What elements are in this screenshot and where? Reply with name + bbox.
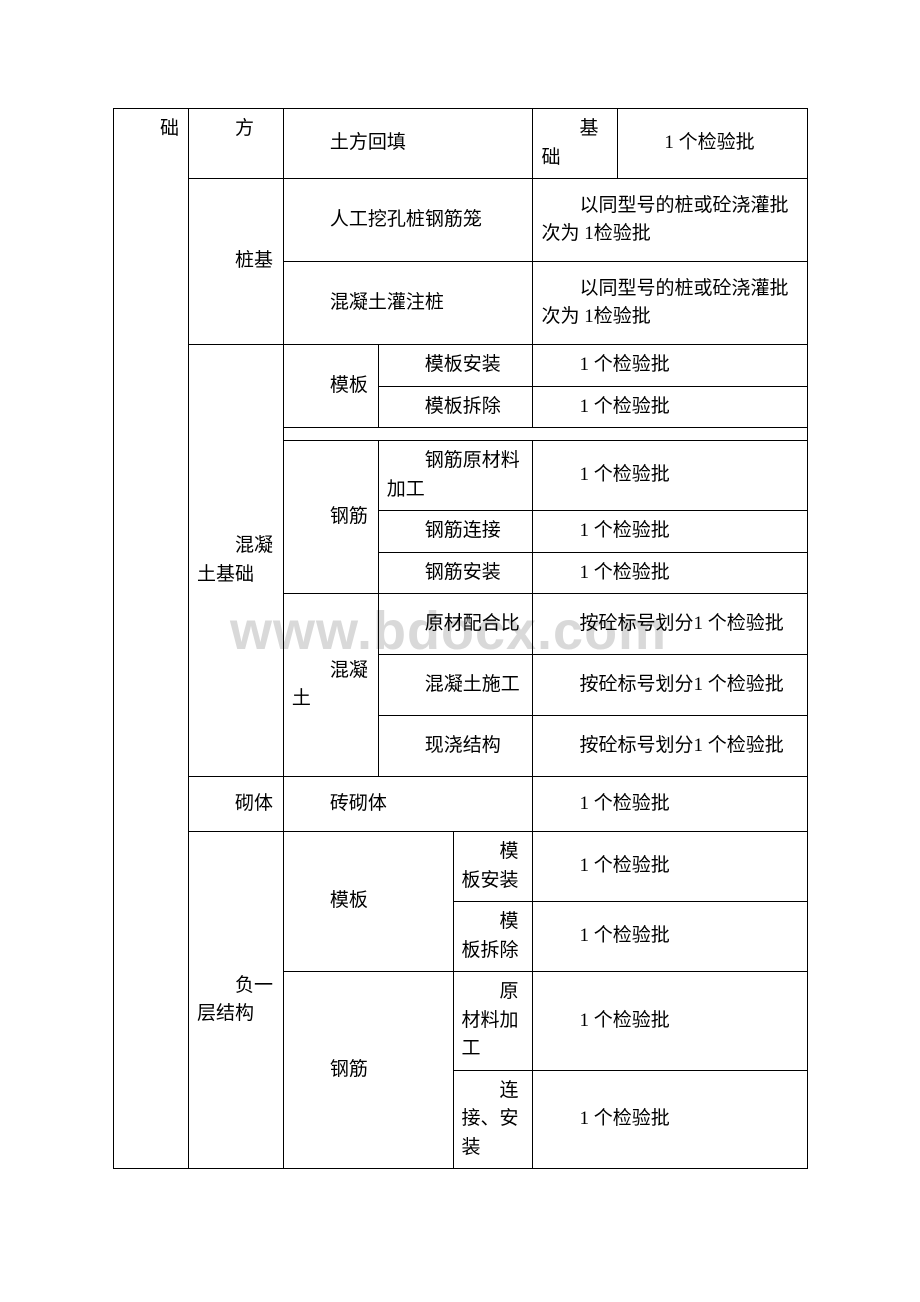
cell-jianyanpi-3: 1 个检验批 — [533, 386, 808, 428]
cell-jianyanpi-5: 1 个检验批 — [533, 511, 808, 553]
cell-jichu: 基础 — [533, 109, 618, 179]
cell-jianyanpi-2: 1 个检验批 — [533, 345, 808, 387]
cell-yitonghao-2: 以同型号的桩或砼浇灌批次为 1检验批 — [533, 262, 808, 345]
cell-jianyanpi-9: 1 个检验批 — [533, 902, 808, 972]
document-page: www.bdocx.com 础 方 土方回填 基础 1 个检验批 桩基 人工挖孔… — [0, 0, 920, 1302]
cell-qiti: 砌体 — [188, 777, 283, 832]
cell-yuancailiao-jiagong: 原材料加工 — [453, 972, 533, 1071]
cell-hunningtu-jichu: 混凝土基础 — [188, 345, 283, 777]
cell-spacer — [283, 428, 807, 441]
cell-guanzhu: 混凝土灌注桩 — [283, 262, 533, 345]
cell-chu: 础 — [114, 109, 189, 1169]
cell-moban-2: 模板 — [283, 832, 453, 972]
cell-moban: 模板 — [283, 345, 378, 428]
cell-fang: 方 — [188, 109, 283, 179]
cell-jianyanpi-8: 1 个检验批 — [533, 832, 808, 902]
cell-antong-1: 按砼标号划分1 个检验批 — [533, 594, 808, 655]
cell-hunningtu: 混凝土 — [283, 594, 378, 777]
cell-jianyanpi-1: 1 个检验批 — [618, 109, 808, 179]
cell-xianjiao: 现浇结构 — [378, 716, 533, 777]
cell-jianyanpi-6: 1 个检验批 — [533, 552, 808, 594]
cell-jianyanpi-10: 1 个检验批 — [533, 972, 808, 1071]
cell-jianyanpi-7: 1 个检验批 — [533, 777, 808, 832]
cell-fuyiceng: 负一层结构 — [188, 832, 283, 1169]
cell-gangjin-lianjie: 钢筋连接 — [378, 511, 533, 553]
cell-antong-3: 按砼标号划分1 个检验批 — [533, 716, 808, 777]
cell-zhuanqiti: 砖砌体 — [283, 777, 533, 832]
cell-jianyanpi-4: 1 个检验批 — [533, 441, 808, 511]
cell-moban-chaichu: 模板拆除 — [378, 386, 533, 428]
cell-moban-anzhuang: 模板安装 — [378, 345, 533, 387]
cell-lianjie-anzhuang: 连接、安装 — [453, 1070, 533, 1169]
cell-jianyanpi-11: 1 个检验批 — [533, 1070, 808, 1169]
cell-zhuangji: 桩基 — [188, 179, 283, 345]
cell-moban-anzhuang-2: 模板安装 — [453, 832, 533, 902]
cell-hunningtu-shigong: 混凝土施工 — [378, 655, 533, 716]
cell-gangjin: 钢筋 — [283, 441, 378, 594]
cell-yitonghao-1: 以同型号的桩或砼浇灌批次为 1检验批 — [533, 179, 808, 262]
cell-tufang-huitian: 土方回填 — [283, 109, 533, 179]
cell-rengong: 人工挖孔桩钢筋笼 — [283, 179, 533, 262]
cell-yuancai-peihebi: 原材配合比 — [378, 594, 533, 655]
cell-moban-chaichu-2: 模板拆除 — [453, 902, 533, 972]
inspection-table: 础 方 土方回填 基础 1 个检验批 桩基 人工挖孔桩钢筋笼 以同型号的桩或砼浇… — [113, 108, 808, 1169]
cell-gangjin-yuancai: 钢筋原材料加工 — [378, 441, 533, 511]
cell-antong-2: 按砼标号划分1 个检验批 — [533, 655, 808, 716]
cell-gangjin-anzhuang: 钢筋安装 — [378, 552, 533, 594]
cell-gangjin-2: 钢筋 — [283, 972, 453, 1169]
